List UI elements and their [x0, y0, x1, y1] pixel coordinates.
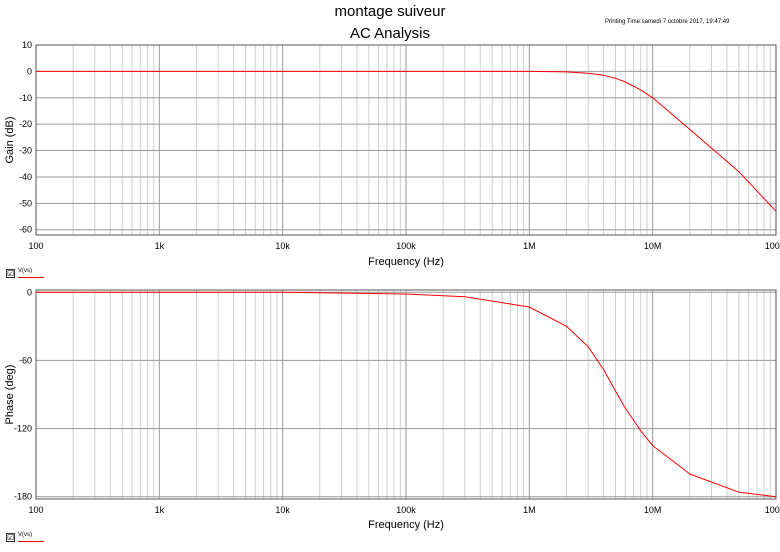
chart-title: montage suiveur	[334, 3, 446, 20]
phase-data-point	[689, 473, 690, 474]
gain-x-tick-label: 10k	[275, 241, 290, 251]
phase-data-point	[775, 496, 776, 497]
gain-y-tick-label: -60	[19, 225, 32, 235]
gain-data-point	[603, 75, 604, 76]
gain-y-tick-label: 0	[27, 66, 32, 76]
phase-x-tick-label: 1M	[523, 505, 536, 515]
phase-x-axis-label: Frequency (Hz)	[368, 519, 444, 531]
gain-data-point	[775, 211, 776, 212]
phase-y-tick-label: -60	[19, 355, 32, 365]
gain-x-tick-label: 100	[28, 241, 43, 251]
phase-data-point	[603, 369, 604, 370]
gain-y-tick-label: 10	[22, 40, 32, 50]
phase-data-point	[529, 306, 530, 307]
phase-x-tick-label: 100	[28, 505, 43, 515]
phase-x-tick-label: 10M	[644, 505, 662, 515]
phase-legend-line	[18, 541, 44, 542]
phase-panel: 100 1k 10k 100k 1M 10M 100M 0 -60 -120 -180 Frequen…	[4, 287, 780, 531]
gain-panel: 1001k10k100k1M10M100M100-10-20-30-40-50-…	[4, 40, 780, 268]
gain-x-tick-label: 100M	[765, 241, 780, 251]
phase-series-line	[36, 291, 777, 498]
gain-data-point	[282, 71, 283, 72]
gain-y-tick-label: -50	[19, 198, 32, 208]
gain-series-line	[36, 70, 777, 212]
gain-data-point	[405, 71, 406, 72]
phase-data-point	[625, 408, 626, 409]
gain-data-point	[35, 71, 36, 72]
gain-y-tick-label: -20	[19, 119, 32, 129]
phase-data-point	[282, 292, 283, 293]
gain-data-point	[738, 171, 739, 172]
phase-data-point	[640, 430, 641, 431]
gain-x-tick-label: 10M	[644, 241, 662, 251]
phase-y-tick-label: 0	[27, 287, 32, 297]
gain-data-point	[615, 78, 616, 79]
phase-data-point	[35, 292, 36, 293]
gain-legend-checkbox[interactable]: ☑	[6, 269, 15, 278]
phase-y-tick-label: -180	[14, 492, 32, 502]
gain-y-tick-label: -40	[19, 172, 32, 182]
gain-x-tick-label: 100k	[396, 241, 416, 251]
chart-subtitle: AC Analysis	[349, 25, 431, 42]
phase-x-tick-label: 100M	[765, 505, 780, 515]
gain-data-point	[689, 129, 690, 130]
phase-y-axis-label: Phase (deg)	[4, 365, 16, 425]
phase-x-tick-label: 1k	[155, 505, 165, 515]
phase-y-tick-label: -120	[14, 424, 32, 434]
gain-x-tick-label: 1M	[523, 241, 536, 251]
phase-data-point	[159, 292, 160, 293]
gain-data-point	[652, 97, 653, 98]
phase-legend-entry: V(vs)	[18, 532, 44, 542]
phase-x-tick-label: 10k	[275, 505, 290, 515]
phase-data-point	[464, 296, 465, 297]
gain-data-point	[588, 73, 589, 74]
printing-time: Printing Time:samedi 7 octobre 2017, 19:…	[605, 19, 730, 25]
phase-data-point	[588, 346, 589, 347]
phase-data-point	[652, 445, 653, 446]
gain-y-tick-label: -10	[19, 93, 32, 103]
phase-data-point	[615, 390, 616, 391]
phase-plot-frame	[35, 289, 777, 500]
phase-data-point	[405, 293, 406, 294]
phase-legend-checkbox[interactable]: ☑	[6, 533, 15, 542]
phase-x-tick-label: 100k	[396, 505, 416, 515]
gain-x-axis-label: Frequency (Hz)	[368, 256, 444, 268]
gain-y-axis-label: Gain (dB)	[4, 116, 16, 163]
gain-plot-frame	[35, 44, 777, 236]
phase-legend-label: V(vs)	[18, 532, 32, 538]
gain-legend-line	[18, 277, 44, 278]
gain-legend-entry: V(vs)	[18, 268, 44, 278]
gain-data-point	[529, 71, 530, 72]
phase-data-point	[738, 492, 739, 493]
gain-data-point	[625, 81, 626, 82]
gain-data-point	[640, 89, 641, 90]
phase-legend[interactable]: ☑ V(vs)	[6, 532, 44, 542]
gain-data-point	[566, 71, 567, 72]
gain-legend-label: V(vs)	[18, 268, 32, 274]
gain-legend[interactable]: ☑ V(vs)	[6, 268, 44, 278]
gain-data-point	[159, 71, 160, 72]
phase-data-point	[566, 326, 567, 327]
gain-y-tick-label: -30	[19, 146, 32, 156]
gain-x-tick-label: 1k	[155, 241, 165, 251]
